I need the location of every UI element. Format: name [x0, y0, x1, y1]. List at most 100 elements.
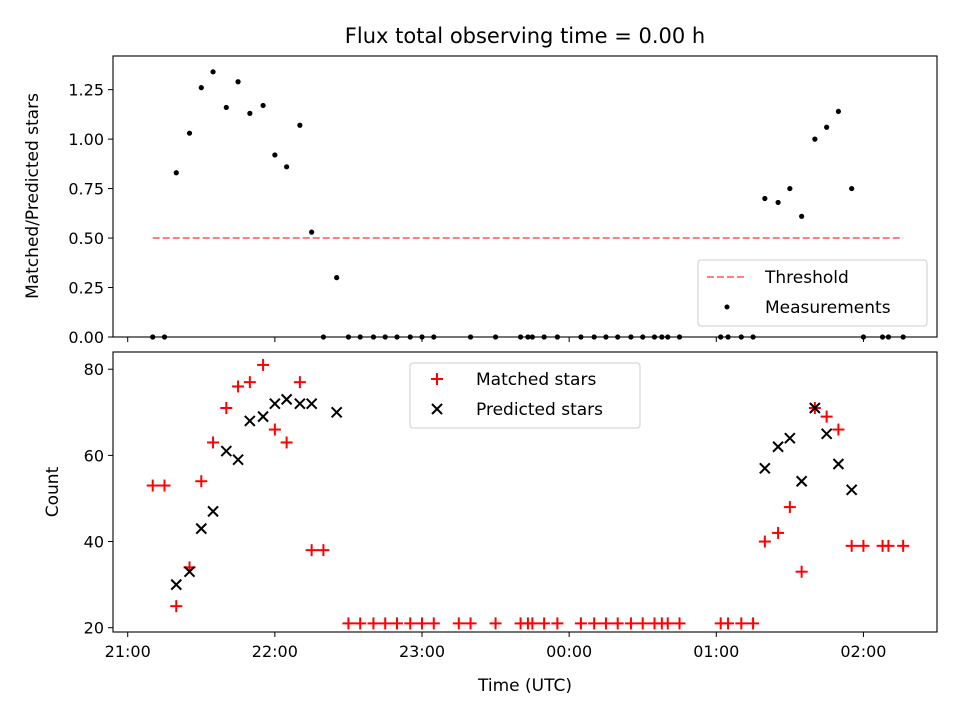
predicted-star-point [795, 475, 808, 487]
legend-predicted-label: Predicted stars [476, 400, 603, 420]
predicted-star-point [269, 397, 281, 410]
top-axes-frame [112, 55, 938, 338]
measurement-point [173, 170, 179, 176]
matched-star-point [427, 617, 440, 630]
measurement-point [272, 152, 278, 158]
measurement-point [849, 185, 855, 192]
measurement-point [309, 229, 315, 235]
predicted-star-point [244, 415, 256, 427]
y-tick-label: 80 [84, 360, 104, 379]
x-tick-label: 23:00 [399, 642, 445, 661]
legend-measurements-swatch [724, 304, 730, 310]
y-tick-label: 1.00 [68, 130, 104, 149]
y-tick-label: 60 [84, 446, 104, 465]
top-x-ticks [127, 337, 864, 342]
measurement-point [247, 110, 253, 116]
predicted-star-point [784, 432, 796, 444]
matched-star-point [257, 358, 270, 371]
matched-star-point [624, 617, 637, 630]
matched-star-point [354, 617, 367, 630]
predicted-star-point [207, 505, 219, 518]
matched-star-point [317, 544, 330, 557]
predicted-star-point [759, 462, 771, 475]
x-tick-label: 21:00 [105, 642, 151, 661]
measurement-point [835, 108, 842, 115]
x-tick-label: 00:00 [546, 642, 592, 661]
measurement-point [198, 85, 204, 91]
matched-star-point [783, 501, 796, 514]
matched-star-point [897, 539, 910, 552]
x-tick-label: 01:00 [693, 642, 739, 661]
measurement-point [812, 136, 818, 142]
matched-star-point [379, 617, 392, 630]
matched-star-point [170, 600, 183, 613]
matched-star-point [367, 617, 380, 630]
legend-predicted-swatch [431, 403, 443, 415]
top-legend-box [697, 259, 928, 327]
matched-star-point [735, 617, 748, 630]
top-y-axis-label: Matched/Predicted stars [23, 93, 43, 299]
y-tick-label: 40 [84, 533, 104, 552]
predicted-star-point [220, 445, 233, 457]
measurement-point [284, 164, 290, 170]
matched-star-point [636, 617, 649, 630]
legend-matched-label: Matched stars [476, 370, 596, 390]
matched-star-point [146, 479, 159, 492]
matched-star-point [452, 617, 465, 630]
y-tick-label: 1.25 [68, 81, 104, 100]
matched-star-point [305, 544, 318, 557]
measurement-point [235, 79, 241, 85]
chart-title: Flux total observing time = 0.00 h [345, 24, 705, 48]
bottom-axes-frame [112, 351, 938, 633]
predicted-star-point [183, 565, 196, 578]
matched-star-point [772, 526, 785, 539]
matched-star-point [526, 617, 539, 630]
measurement-point [223, 104, 229, 111]
y-tick-label: 0.25 [68, 279, 104, 298]
matched-star-point [243, 376, 256, 389]
matched-star-point [390, 617, 403, 630]
bottom-plot-data [146, 358, 910, 630]
measurement-point [824, 124, 830, 130]
matched-star-point [574, 617, 587, 630]
measurement-point [762, 195, 768, 202]
predicted-star-point [809, 402, 821, 414]
matched-star-point [673, 617, 686, 630]
matched-star-point [232, 380, 245, 393]
measurement-point [334, 275, 340, 281]
measurement-point [210, 69, 216, 75]
y-tick-label: 0.00 [68, 328, 104, 347]
matched-star-point [416, 617, 428, 630]
legend-threshold-label: Threshold [764, 268, 849, 288]
x-tick-label: 02:00 [840, 642, 886, 661]
measurement-point [799, 213, 805, 219]
matched-star-point [588, 617, 601, 630]
matched-star-point [404, 617, 417, 630]
matched-star-point [158, 479, 171, 492]
predicted-star-point [280, 393, 293, 406]
matched-star-point [599, 617, 612, 630]
matched-star-point [795, 565, 808, 578]
matched-star-point [342, 617, 355, 630]
measurement-point [297, 122, 303, 128]
matched-star-point [551, 617, 564, 630]
matched-star-point [207, 436, 220, 449]
bottom-y-axis-label: Count [43, 466, 63, 517]
predicted-star-point [305, 397, 318, 410]
predicted-star-point [772, 441, 784, 453]
x-axis-label: Time (UTC) [477, 676, 572, 696]
bottom-x-ticks: 21:00 22:00 23:00 00:00 01:00 02:00 [105, 632, 886, 661]
matched-star-point [195, 475, 208, 488]
predicted-star-point [832, 458, 845, 470]
y-tick-label: 20 [84, 619, 104, 638]
matched-star-point [747, 617, 760, 630]
predicted-star-point [820, 428, 833, 440]
measurement-point [186, 130, 193, 136]
predicted-star-point [845, 484, 858, 496]
matched-star-point [220, 402, 233, 414]
matched-star-point [268, 423, 281, 436]
x-tick-label: 22:00 [252, 642, 298, 661]
matched-star-point [758, 535, 771, 548]
predicted-star-point [257, 410, 269, 423]
